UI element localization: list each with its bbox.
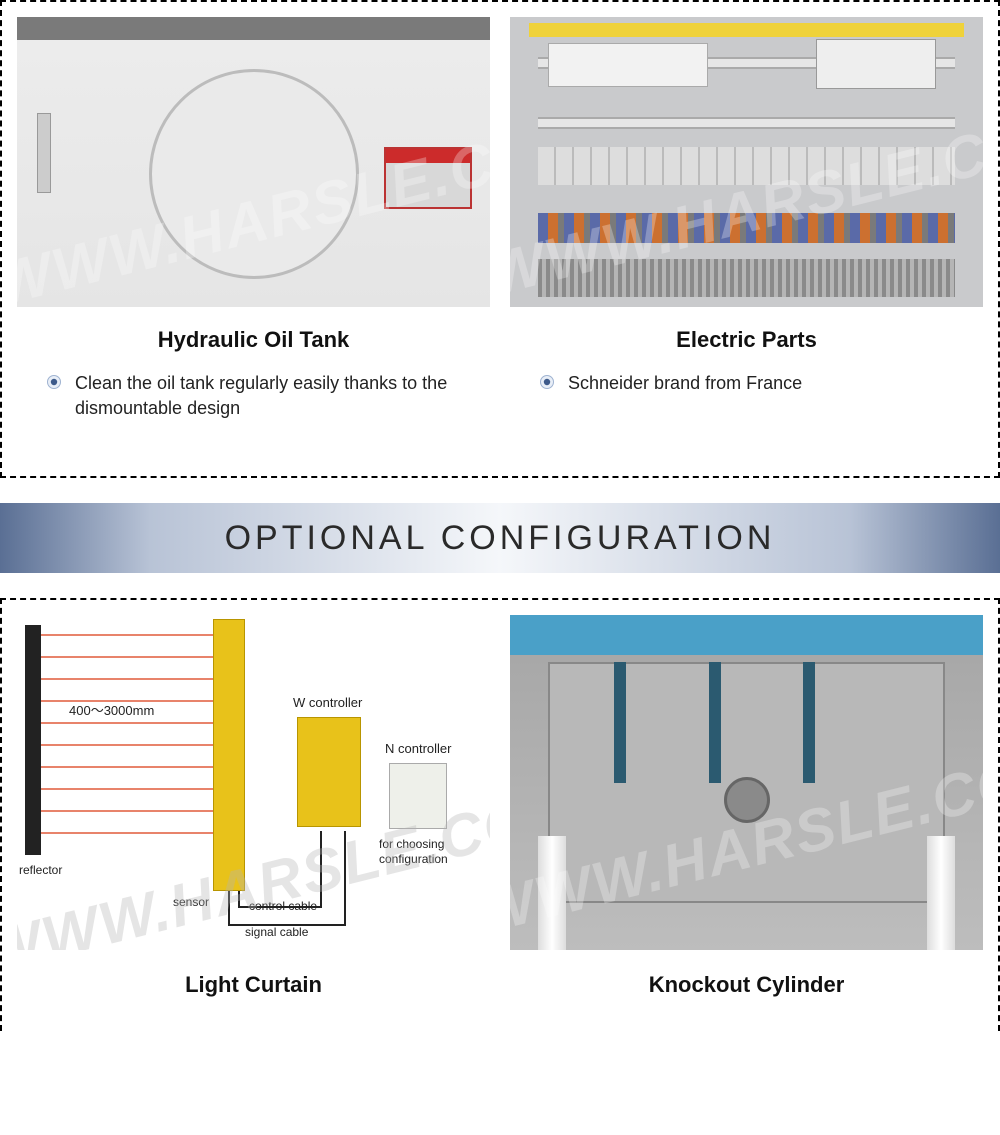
bottom-row: reflector sensor <box>17 615 983 1016</box>
oil-tank-column: WWW.HARSLE.COM Hydraulic Oil Tank Clean … <box>17 17 490 421</box>
reflector-label: reflector <box>19 863 62 877</box>
bullet-icon <box>47 375 61 389</box>
light-curtain-column: reflector sensor <box>17 615 490 1016</box>
w-controller-label: W controller <box>293 695 362 710</box>
knockout-cylinder-column: WWW.HARSLE.COM Knockout Cylinder <box>510 615 983 1016</box>
electric-parts-bullet-text: Schneider brand from France <box>568 371 802 396</box>
light-beams <box>41 627 213 853</box>
oil-tank-image: WWW.HARSLE.COM <box>17 17 490 307</box>
bullet-icon <box>540 375 554 389</box>
electric-parts-image: WWW.HARSLE.COM <box>510 17 983 307</box>
oil-tank-bullet-text: Clean the oil tank regularly easily than… <box>75 371 470 421</box>
light-curtain-image: reflector sensor <box>17 615 490 950</box>
light-curtain-title: Light Curtain <box>17 972 490 998</box>
cable-lines <box>225 827 375 937</box>
oil-tank-bullet-row: Clean the oil tank regularly easily than… <box>17 371 490 421</box>
optional-configuration-banner: OPTIONAL CONFIGURATION <box>0 503 1000 573</box>
banner-text: OPTIONAL CONFIGURATION <box>225 519 776 558</box>
choosing-label: for choosing configuration <box>379 837 479 866</box>
n-controller-label: N controller <box>385 741 451 756</box>
top-features-box: WWW.HARSLE.COM Hydraulic Oil Tank Clean … <box>0 0 1000 478</box>
electric-parts-title: Electric Parts <box>510 327 983 353</box>
range-label: 400～3000mm <box>69 700 154 719</box>
knockout-cylinder-title: Knockout Cylinder <box>510 972 983 998</box>
electric-parts-bullet-row: Schneider brand from France <box>510 371 983 396</box>
sensor-label: sensor <box>173 895 209 909</box>
signal-cable-label: signal cable <box>245 925 308 939</box>
control-cable-label: control cable <box>249 899 317 913</box>
bottom-features-box: reflector sensor <box>0 598 1000 1031</box>
knockout-cylinder-image: WWW.HARSLE.COM <box>510 615 983 950</box>
top-row: WWW.HARSLE.COM Hydraulic Oil Tank Clean … <box>17 17 983 421</box>
electric-parts-column: WWW.HARSLE.COM Electric Parts Schneider … <box>510 17 983 421</box>
oil-tank-title: Hydraulic Oil Tank <box>17 327 490 353</box>
